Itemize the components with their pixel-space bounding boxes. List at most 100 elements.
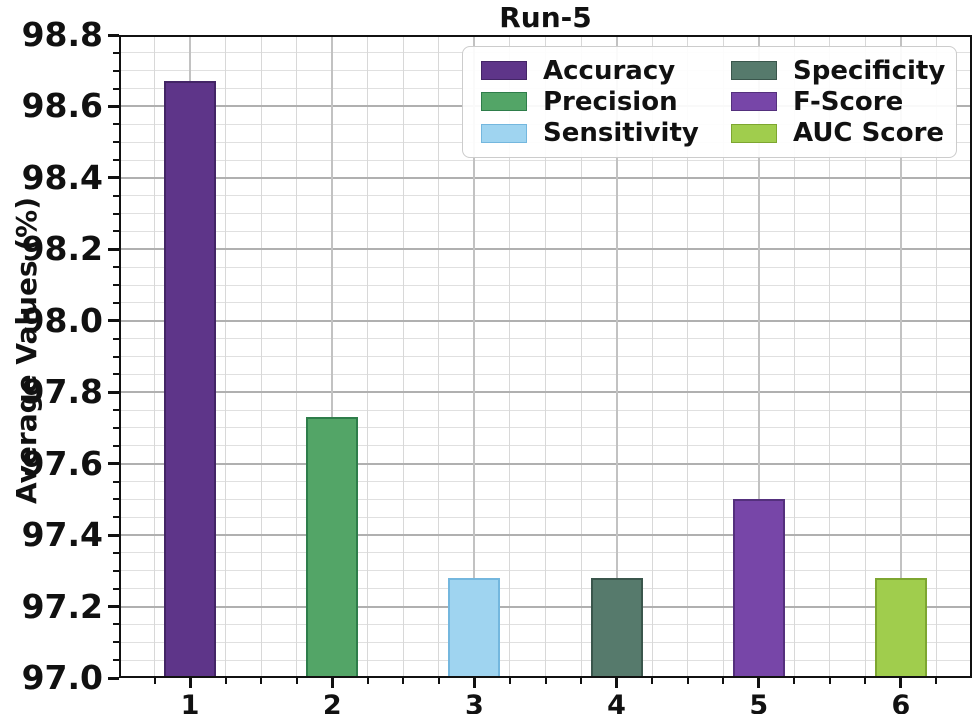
y-minor-tick bbox=[113, 266, 119, 269]
y-tick-label: 98.2 bbox=[21, 229, 103, 269]
x-major-tick bbox=[615, 678, 619, 688]
gridline-y-major bbox=[119, 248, 972, 251]
legend-label: Specificity bbox=[793, 55, 946, 86]
x-major-tick bbox=[757, 678, 761, 688]
y-major-tick bbox=[108, 319, 119, 323]
x-minor-tick bbox=[437, 678, 440, 684]
legend-item-precision: Precision bbox=[481, 87, 731, 117]
gridline-x-minor bbox=[935, 35, 937, 678]
x-minor-tick bbox=[828, 678, 831, 684]
y-minor-tick bbox=[113, 284, 119, 287]
legend-item-f-score: F-Score bbox=[731, 87, 945, 117]
gridline-x-minor bbox=[829, 35, 831, 678]
y-tick-label: 97.6 bbox=[21, 443, 103, 483]
legend-label: Accuracy bbox=[543, 55, 676, 86]
x-minor-tick bbox=[366, 678, 369, 684]
legend-swatch-icon bbox=[731, 123, 777, 143]
y-major-tick bbox=[108, 390, 119, 394]
gridline-x-minor bbox=[864, 35, 866, 678]
y-minor-tick bbox=[113, 569, 119, 572]
x-tick-label: 1 bbox=[180, 690, 200, 714]
gridline-x-minor bbox=[722, 35, 724, 678]
x-major-tick bbox=[899, 678, 903, 688]
legend-item-auc-score: AUC Score bbox=[731, 118, 945, 148]
gridline-y-major bbox=[119, 462, 972, 465]
y-minor-tick bbox=[113, 623, 119, 626]
y-minor-tick bbox=[113, 141, 119, 144]
gridline-x-minor bbox=[296, 35, 298, 678]
gridline-x-minor bbox=[402, 35, 404, 678]
y-axis-label: Average Values (%) bbox=[10, 197, 43, 505]
gridline-x-minor bbox=[154, 35, 156, 678]
bar-precision bbox=[306, 417, 359, 678]
bar-accuracy bbox=[164, 81, 217, 678]
legend-swatch-icon bbox=[481, 123, 527, 143]
gridline-x-minor bbox=[260, 35, 262, 678]
x-minor-tick bbox=[260, 678, 263, 684]
y-minor-tick bbox=[113, 659, 119, 662]
gridline-x-minor bbox=[793, 35, 795, 678]
x-tick-label: 5 bbox=[749, 690, 769, 714]
x-minor-tick bbox=[686, 678, 689, 684]
legend-swatch-icon bbox=[481, 61, 527, 81]
x-major-tick bbox=[472, 678, 476, 688]
legend-label: Precision bbox=[543, 86, 678, 117]
gridline-x-minor bbox=[225, 35, 227, 678]
y-major-tick bbox=[108, 462, 119, 466]
x-minor-tick bbox=[544, 678, 547, 684]
x-major-tick bbox=[188, 678, 192, 688]
legend-item-sensitivity: Sensitivity bbox=[481, 118, 731, 148]
y-minor-tick bbox=[113, 373, 119, 376]
x-minor-tick bbox=[935, 678, 938, 684]
gridline-y-major bbox=[119, 605, 972, 608]
gridline-x-minor bbox=[509, 35, 511, 678]
gridline-y-major bbox=[119, 391, 972, 394]
y-tick-label: 97.4 bbox=[21, 515, 103, 555]
gridline-x-major bbox=[473, 35, 476, 678]
gridline-x-minor bbox=[545, 35, 546, 678]
legend-swatch-icon bbox=[731, 61, 777, 81]
legend-item-specificity: Specificity bbox=[731, 56, 945, 86]
bar-specificity bbox=[590, 577, 643, 678]
x-minor-tick bbox=[580, 678, 583, 684]
x-tick-label: 3 bbox=[465, 690, 484, 714]
y-major-tick bbox=[108, 104, 119, 108]
bar-auc-score bbox=[874, 577, 927, 678]
y-minor-tick bbox=[113, 426, 119, 429]
x-minor-tick bbox=[153, 678, 156, 684]
legend: Accuracy Precision Sensitivity Specificity F… bbox=[462, 46, 957, 158]
y-tick-label: 97.8 bbox=[21, 372, 103, 412]
y-tick-label: 98.0 bbox=[21, 300, 103, 340]
y-minor-tick bbox=[113, 409, 119, 412]
gridline-y-major bbox=[119, 319, 972, 322]
bar-sensitivity bbox=[448, 577, 501, 678]
y-major-tick bbox=[108, 605, 119, 609]
y-minor-tick bbox=[113, 159, 119, 162]
x-tick-label: 6 bbox=[891, 690, 911, 714]
y-minor-tick bbox=[113, 123, 119, 126]
x-minor-tick bbox=[402, 678, 405, 684]
y-major-tick bbox=[108, 533, 119, 537]
gridline-x-major bbox=[331, 35, 334, 678]
y-minor-tick bbox=[113, 587, 119, 590]
x-minor-tick bbox=[793, 678, 796, 684]
y-minor-tick bbox=[113, 69, 119, 72]
y-minor-tick bbox=[113, 212, 119, 215]
x-major-tick bbox=[330, 678, 334, 688]
gridline-x-major bbox=[615, 35, 618, 678]
gridline-x-minor bbox=[367, 35, 369, 678]
legend-label: F-Score bbox=[793, 86, 904, 117]
y-minor-tick bbox=[113, 194, 119, 197]
gridline-x-minor bbox=[651, 35, 653, 678]
y-major-tick bbox=[108, 676, 119, 680]
gridline-y-major bbox=[119, 534, 972, 537]
legend-item-accuracy: Accuracy bbox=[481, 56, 731, 86]
y-minor-tick bbox=[113, 230, 119, 233]
legend-swatch-icon bbox=[731, 92, 777, 112]
x-tick-label: 2 bbox=[322, 690, 342, 714]
y-minor-tick bbox=[113, 355, 119, 358]
y-minor-tick bbox=[113, 480, 119, 483]
legend-swatch-icon bbox=[481, 92, 527, 112]
legend-label: Sensitivity bbox=[543, 118, 699, 149]
y-major-tick bbox=[108, 176, 119, 180]
